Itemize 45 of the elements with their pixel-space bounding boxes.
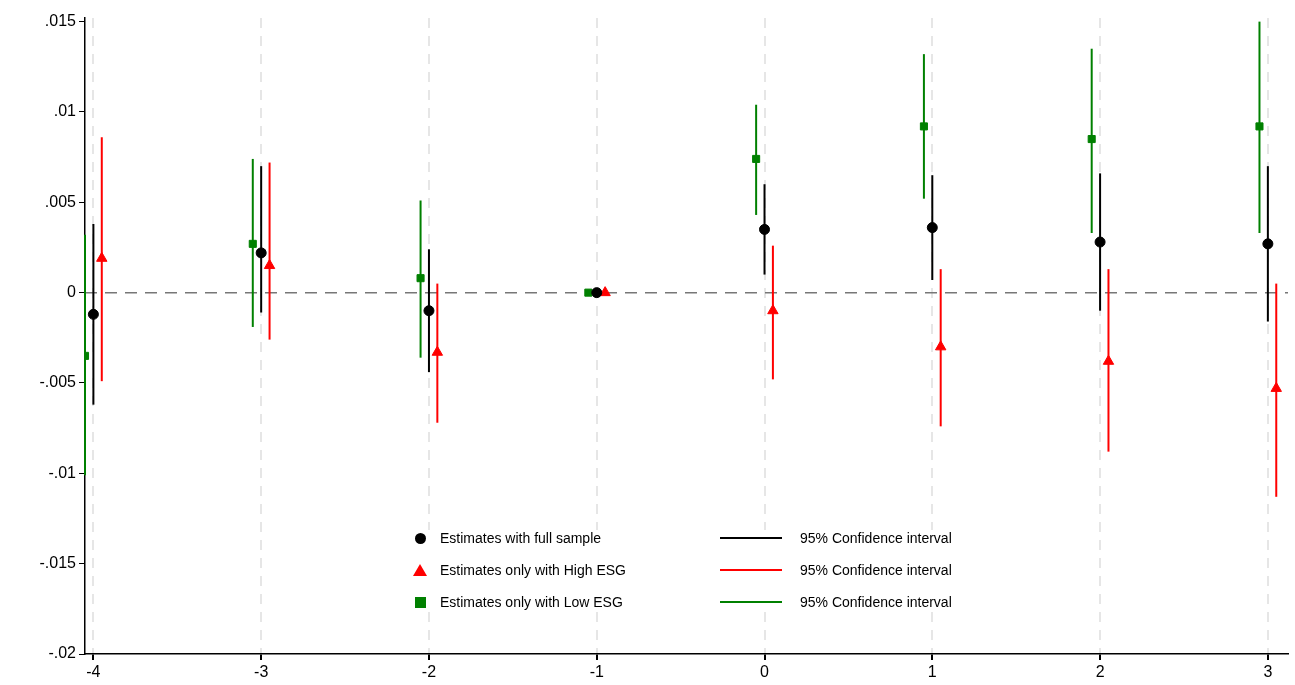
- annotation: 95% Confidence interval: [800, 594, 953, 610]
- point: [752, 154, 761, 163]
- x-tick-label: -3: [254, 663, 269, 681]
- point: [416, 274, 425, 283]
- legend-label: Estimates with full sample: [440, 530, 603, 546]
- annotation: 95% Confidence interval: [800, 530, 953, 546]
- point: [767, 304, 779, 315]
- point: [423, 305, 435, 317]
- x-tick-label: 0: [760, 663, 770, 681]
- legend-label: Estimates only with Low ESG: [440, 594, 624, 610]
- point: [255, 247, 267, 259]
- y-tick-label: .01: [53, 102, 77, 120]
- legend-label: Estimates only with High ESG: [440, 562, 627, 578]
- y-tick-label: -.005: [39, 373, 77, 391]
- point: [1094, 236, 1106, 248]
- x-tick-label: 3: [1263, 663, 1273, 681]
- point: [599, 286, 611, 297]
- point: [1102, 354, 1115, 365]
- point: [1087, 135, 1096, 144]
- y-tick-label: -.015: [39, 554, 77, 572]
- y-tick-label: .005: [44, 192, 77, 210]
- point: [919, 122, 928, 131]
- y-tick-label: .015: [44, 12, 77, 30]
- point: [591, 287, 603, 299]
- point: [1270, 381, 1282, 392]
- point: [926, 222, 938, 234]
- y-tick-label: -.01: [48, 463, 77, 481]
- point: [1255, 122, 1264, 131]
- point: [1262, 238, 1274, 250]
- y-tick-label: 0: [67, 283, 77, 301]
- x-tick-label: -4: [86, 663, 101, 681]
- point: [759, 223, 771, 235]
- x-tick-label: -1: [589, 663, 604, 681]
- point: [248, 239, 257, 248]
- x-tick-label: 1: [927, 663, 937, 681]
- point: [263, 259, 276, 270]
- x-tick-label: 2: [1095, 663, 1105, 681]
- point: [87, 308, 99, 320]
- x-tick-label: -2: [421, 663, 437, 681]
- y-tick-label: -.02: [48, 644, 77, 662]
- point: [584, 288, 593, 297]
- point: [934, 340, 947, 351]
- annotation: 95% Confidence interval: [800, 562, 953, 578]
- point: [96, 251, 108, 262]
- point: [431, 345, 444, 356]
